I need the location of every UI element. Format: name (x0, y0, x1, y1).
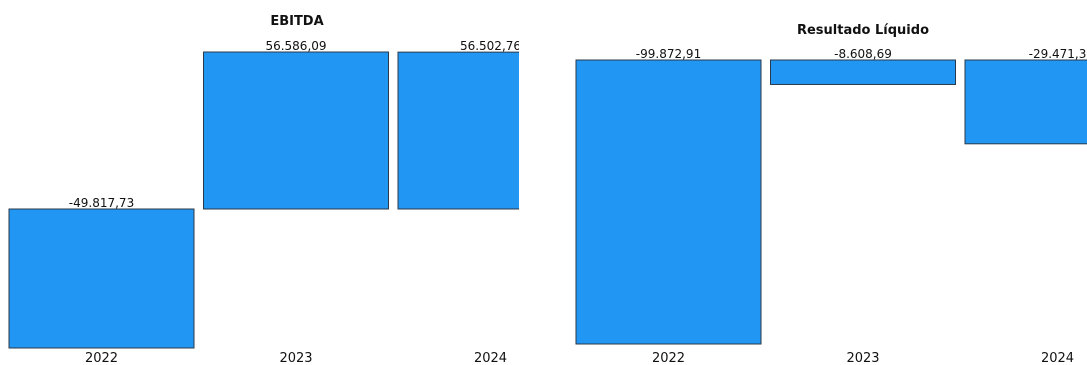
resultado-liquido-value-label-2024: -29.471,3 (1029, 47, 1087, 61)
resultado-liquido-value-labels: -99.872,91 -8.608,69 -29.471,3 (636, 47, 1087, 61)
resultado-liquido-bar-2023 (770, 59, 956, 85)
resultado-liquido-tick-label-2024: 2024 (1041, 351, 1074, 365)
ebitda-chart-title: EBITDA (270, 14, 323, 29)
resultado-liquido-bars (575, 59, 1087, 345)
ebitda-bar-2022 (8, 208, 195, 349)
resultado-liquido-chart: Resultado Líquido -99.872,91 -8.608,69 -29… (519, 0, 1087, 365)
ebitda-tick-label-2023: 2023 (279, 351, 312, 365)
ebitda-chart: EBITDA -49.817,73 56.586,09 56.502,76 2022… (0, 0, 519, 365)
resultado-liquido-bar-2022 (575, 59, 762, 345)
resultado-liquido-tick-label-2023: 2023 (846, 351, 879, 365)
resultado-liquido-tick-labels: 2022 2023 2024 (652, 351, 1074, 365)
ebitda-tick-labels: 2022 2023 2024 (85, 351, 507, 365)
resultado-liquido-tick-label-2022: 2022 (652, 351, 685, 365)
resultado-liquido-value-label-2023: -8.608,69 (834, 47, 892, 61)
ebitda-bar-2024 (397, 51, 519, 210)
ebitda-value-label-2022: -49.817,73 (69, 196, 134, 210)
ebitda-value-labels: -49.817,73 56.586,09 56.502,76 (69, 39, 519, 210)
ebitda-value-label-2023: 56.586,09 (265, 39, 326, 53)
ebitda-bar-2023 (203, 51, 389, 210)
ebitda-bars (8, 51, 519, 349)
ebitda-tick-label-2024: 2024 (474, 351, 507, 365)
ebitda-value-label-2024: 56.502,76 (460, 39, 519, 53)
resultado-liquido-value-label-2022: -99.872,91 (636, 47, 701, 61)
resultado-liquido-chart-svg: Resultado Líquido -99.872,91 -8.608,69 -29… (575, 23, 1087, 365)
ebitda-chart-svg: EBITDA -49.817,73 56.586,09 56.502,76 2022… (8, 14, 519, 365)
ebitda-tick-label-2022: 2022 (85, 351, 118, 365)
resultado-liquido-chart-title: Resultado Líquido (797, 23, 929, 38)
resultado-liquido-bar-2024 (964, 59, 1087, 145)
